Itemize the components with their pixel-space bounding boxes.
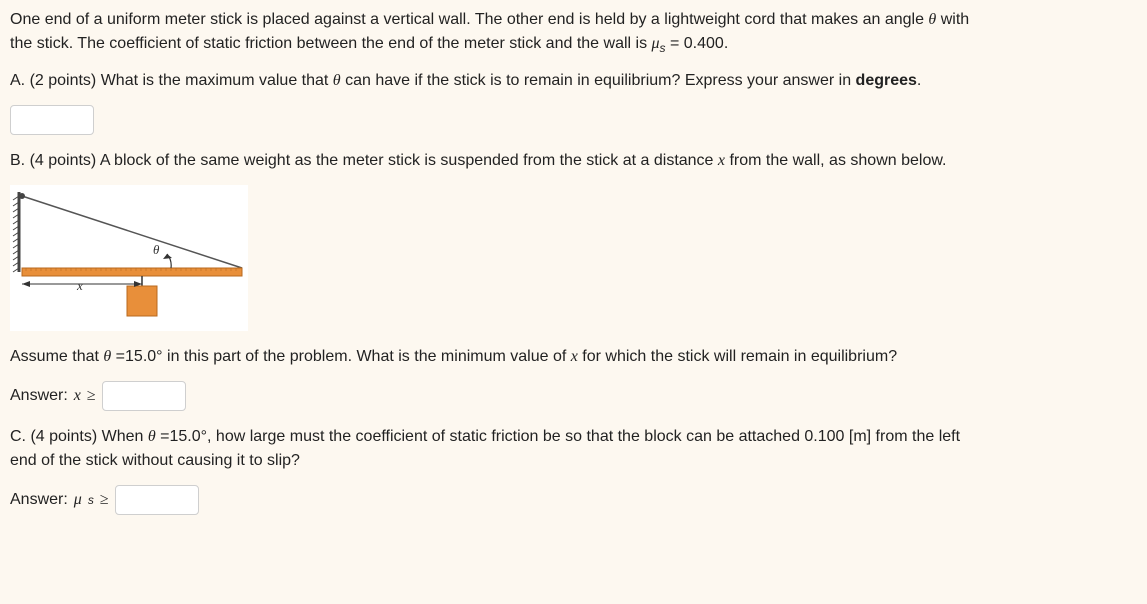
part-b-assume: Assume that θ =15.0° in this part of the…: [10, 345, 1137, 369]
answer-op-b: ≥: [87, 384, 96, 408]
part-c-prompt: C. (4 points) When θ =15.0°, how large m…: [10, 425, 1137, 473]
theta-var-a: θ: [333, 72, 341, 89]
assume-1: Assume that: [10, 348, 103, 365]
answer-label-b: Answer:: [10, 384, 68, 408]
pivot-dot: [19, 193, 25, 199]
x-label: x: [76, 278, 83, 293]
problem-intro: One end of a uniform meter stick is plac…: [10, 8, 1137, 57]
block-rect: [127, 286, 157, 316]
theta-val-b: 15.0°: [125, 348, 163, 365]
mu-var: μ: [652, 35, 660, 52]
answer-var-b: x: [74, 384, 81, 408]
part-b-prompt: B. (4 points) A block of the same weight…: [10, 149, 1137, 173]
part-a-text-3: .: [917, 72, 921, 89]
part-c-eq: =: [156, 428, 170, 445]
part-c-answer-input[interactable]: [115, 485, 199, 515]
intro-text-1: One end of a uniform meter stick is plac…: [10, 11, 928, 28]
part-c-text-1: C. (4 points) When: [10, 428, 148, 445]
theta-label: θ: [153, 242, 160, 257]
theta-angle: [163, 254, 172, 268]
meter-stick: [22, 268, 242, 276]
answer-op-c: ≥: [100, 488, 109, 512]
assume-3: for which the stick will remain in equil…: [578, 348, 897, 365]
x-var-b2: x: [571, 348, 578, 365]
mu-equals: = 0.400.: [666, 35, 729, 52]
assume-eq: =: [111, 348, 125, 365]
part-a-text-2: can have if the stick is to remain in eq…: [341, 72, 856, 89]
theta-var-c: θ: [148, 428, 156, 445]
part-b-text-1: B. (4 points) A block of the same weight…: [10, 152, 718, 169]
part-c-text-3: end of the stick without causing it to s…: [10, 452, 300, 469]
part-a-answer-input[interactable]: [10, 105, 94, 135]
answer-mu-c: μ: [74, 488, 82, 512]
intro-text-2: with: [936, 11, 969, 28]
part-a-text-1: A. (2 points) What is the maximum value …: [10, 72, 333, 89]
degrees-bold: degrees: [856, 72, 917, 89]
answer-label-c: Answer:: [10, 488, 68, 512]
part-b-answer-input[interactable]: [102, 381, 186, 411]
part-a-prompt: A. (2 points) What is the maximum value …: [10, 69, 1137, 93]
answer-sub-c: s: [88, 491, 94, 509]
diagram-figure: θ x: [10, 185, 248, 331]
theta-val-c: 15.0°: [169, 428, 207, 445]
assume-2: in this part of the problem. What is the…: [163, 348, 571, 365]
x-var-b: x: [718, 152, 725, 169]
diagram-svg: θ x: [11, 186, 249, 332]
part-c-text-2: , how large must the coefficient of stat…: [207, 428, 960, 445]
part-b-text-2: from the wall, as shown below.: [725, 152, 946, 169]
part-b-answer-row: Answer: x ≥: [10, 381, 1137, 411]
intro-text-3: the stick. The coefficient of static fri…: [10, 35, 652, 52]
part-c-answer-row: Answer: μs ≥: [10, 485, 1137, 515]
cord-line: [22, 196, 242, 268]
